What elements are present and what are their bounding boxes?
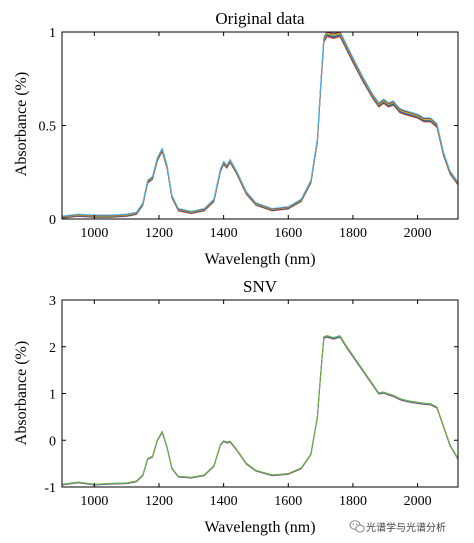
spectrum-line bbox=[62, 335, 458, 486]
tick-layer: 1000 1200 1400 1600 1800 2000 0 0.5 1 bbox=[39, 26, 458, 241]
chart-original-data: Original data Absorbance (%) Wavelength … bbox=[13, 9, 459, 268]
y-tick-label: 2 bbox=[49, 341, 56, 356]
x-tick-label: 2000 bbox=[404, 494, 432, 509]
x-tick-label: 1800 bbox=[339, 494, 367, 509]
chart-title: SNV bbox=[243, 277, 278, 296]
series-layer bbox=[62, 32, 458, 219]
x-tick-label: 1000 bbox=[80, 226, 108, 241]
spectrum-line bbox=[62, 35, 458, 219]
spectrum-line bbox=[62, 34, 458, 219]
x-tick-label: 2000 bbox=[404, 226, 432, 241]
watermark-text: 光谱学与光谱分析 bbox=[366, 521, 446, 534]
y-tick-label: 0.5 bbox=[39, 120, 57, 135]
x-tick-label: 1400 bbox=[210, 494, 238, 509]
spectrum-line bbox=[62, 336, 458, 486]
spectrum-line bbox=[62, 335, 458, 485]
y-tick-label: 0 bbox=[49, 213, 56, 228]
y-tick-label: 1 bbox=[49, 388, 56, 403]
spectrum-line bbox=[62, 32, 458, 218]
tick-layer: 1000 1200 1400 1600 1800 2000 -1 0 1 2 3 bbox=[44, 294, 458, 509]
x-tick-label: 1600 bbox=[274, 494, 302, 509]
spectrum-line bbox=[62, 32, 458, 217]
spectrum-line bbox=[62, 33, 458, 218]
wechat-icon bbox=[349, 520, 365, 533]
y-tick-label: 3 bbox=[49, 294, 56, 309]
x-axis-label: Wavelength (nm) bbox=[204, 519, 315, 536]
plot-frame bbox=[61, 299, 459, 488]
y-tick-label: 1 bbox=[49, 26, 56, 41]
chart-snv: SNV Absorbance (%) Wavelength (nm) 1000 1… bbox=[13, 277, 459, 536]
x-tick-label: 1600 bbox=[274, 226, 302, 241]
y-axis-label: Absorbance (%) bbox=[13, 72, 30, 176]
spectrum-line bbox=[62, 336, 458, 486]
x-tick-label: 1200 bbox=[145, 226, 173, 241]
spectrum-line bbox=[62, 36, 458, 219]
y-tick-label: -1 bbox=[44, 481, 56, 496]
x-tick-label: 1400 bbox=[210, 226, 238, 241]
y-axis-label: Absorbance (%) bbox=[13, 341, 30, 445]
plot-frame bbox=[61, 31, 459, 220]
y-tick-label: 0 bbox=[49, 434, 56, 449]
x-axis-label: Wavelength (nm) bbox=[204, 251, 315, 268]
spectrum-line bbox=[62, 32, 458, 217]
x-tick-label: 1200 bbox=[145, 494, 173, 509]
spectrum-line bbox=[62, 335, 458, 485]
watermark: 光谱学与光谱分析 bbox=[349, 520, 446, 534]
chart-title: Original data bbox=[215, 9, 305, 28]
series-layer bbox=[62, 335, 458, 486]
x-tick-label: 1000 bbox=[80, 494, 108, 509]
x-tick-label: 1800 bbox=[339, 226, 367, 241]
